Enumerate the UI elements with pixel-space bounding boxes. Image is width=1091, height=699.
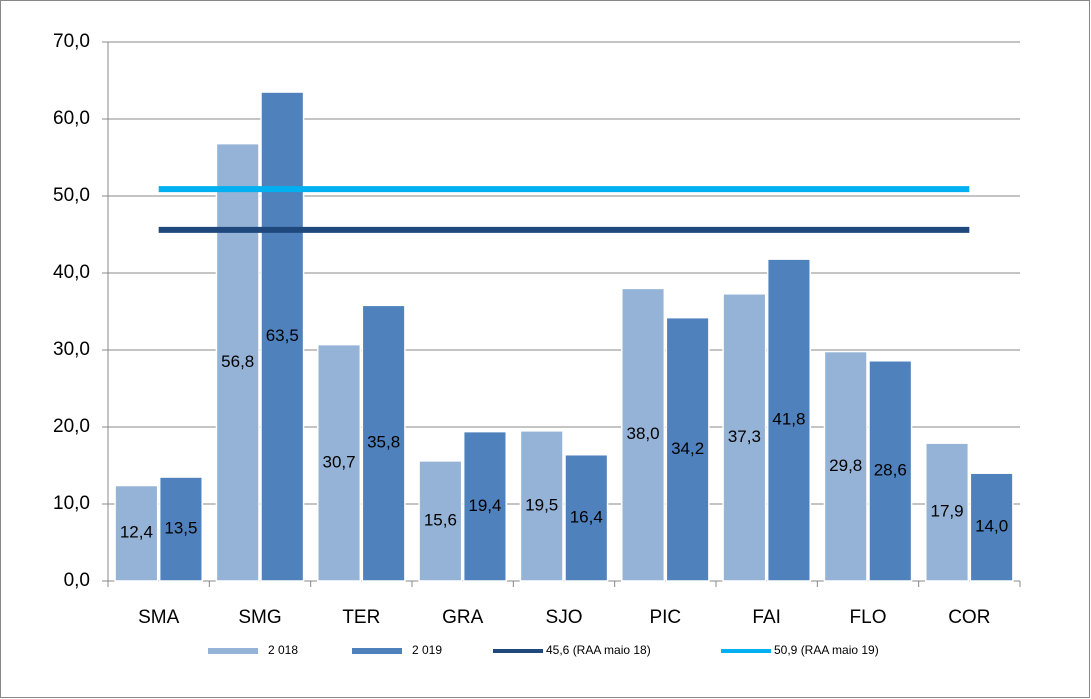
data-label: 35,8: [367, 433, 400, 452]
bar: [418, 460, 463, 582]
x-tick-label: SMG: [238, 607, 281, 628]
x-tick-label: PIC: [649, 607, 681, 628]
data-label: 56,8: [221, 352, 254, 371]
legend-swatch: [208, 648, 258, 654]
legend-swatch: [352, 648, 402, 654]
data-label: 12,4: [120, 523, 153, 542]
bar: [215, 142, 260, 582]
legend-label: 2 019: [412, 643, 442, 657]
x-tick-label: FAI: [752, 607, 781, 628]
x-tick-label: SMA: [138, 607, 180, 628]
x-tick-label: GRA: [442, 607, 484, 628]
data-label: 13,5: [164, 519, 197, 538]
data-label: 37,3: [728, 427, 761, 446]
legend-label: 2 018: [268, 643, 298, 657]
x-tick-label: TER: [342, 607, 380, 628]
legend-label: 50,9 (RAA maio 19): [774, 643, 879, 657]
y-tick-label: 60,0: [53, 108, 90, 129]
data-label: 17,9: [931, 502, 964, 521]
data-label: 41,8: [772, 410, 805, 429]
data-label: 63,5: [266, 326, 299, 345]
data-label: 16,4: [570, 507, 603, 526]
bar: [564, 453, 609, 582]
bar: [868, 360, 913, 582]
y-tick-label: 20,0: [53, 416, 90, 437]
bar: [114, 484, 159, 582]
bar: [317, 343, 362, 582]
bar: [158, 476, 203, 582]
bar: [722, 293, 767, 582]
bar: [766, 258, 811, 582]
data-label: 19,5: [525, 495, 558, 514]
x-tick-label: FLO: [850, 607, 887, 628]
bar: [925, 442, 970, 582]
data-label: 29,8: [829, 456, 862, 475]
data-label: 14,0: [975, 517, 1008, 536]
bar: [665, 316, 710, 582]
bar: [260, 91, 305, 582]
y-tick-label: 50,0: [53, 185, 90, 206]
y-tick-label: 70,0: [53, 31, 90, 52]
x-tick-label: COR: [948, 607, 990, 628]
data-label: 28,6: [874, 460, 907, 479]
bar: [621, 287, 666, 582]
data-label: 38,0: [627, 424, 660, 443]
x-tick-label: SJO: [546, 607, 583, 628]
data-label: 34,2: [671, 439, 704, 458]
y-tick-label: 0,0: [64, 570, 90, 591]
legend-label: 45,6 (RAA maio 18): [546, 643, 651, 657]
bar: [969, 472, 1014, 582]
data-label: 30,7: [323, 452, 356, 471]
bar: [462, 430, 507, 582]
data-label: 15,6: [424, 510, 457, 529]
y-tick-label: 10,0: [53, 493, 90, 514]
bar: [519, 430, 564, 582]
bar: [361, 304, 406, 582]
y-tick-label: 30,0: [53, 339, 90, 360]
data-label: 19,4: [468, 496, 501, 515]
bar: [823, 350, 868, 582]
y-tick-label: 40,0: [53, 262, 90, 283]
